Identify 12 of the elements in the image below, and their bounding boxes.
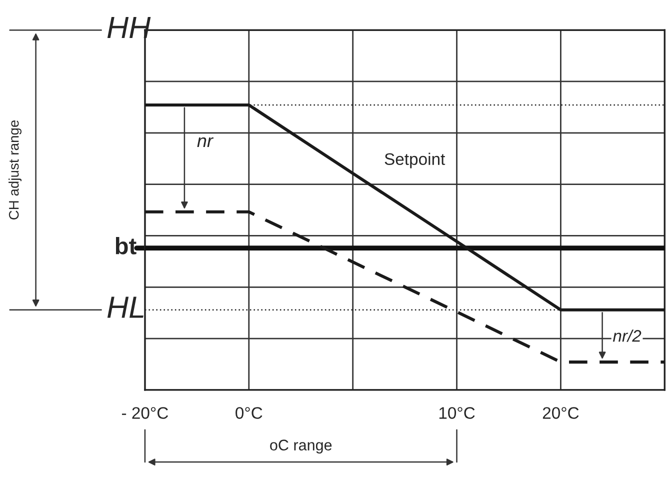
x-tick-label: 10°C (439, 407, 475, 419)
series-label: Setpoint (384, 152, 446, 168)
text: CH adjust range (8, 120, 22, 220)
x-tick-label: - 20°C (122, 407, 168, 419)
ref-line-label: HH (107, 16, 151, 38)
x-tick-label: 0°C (236, 407, 262, 419)
ref-line-label: bt (116, 237, 136, 254)
annotation: nr/2 (612, 330, 642, 342)
x-tick-label: 20°C (542, 407, 579, 419)
text: oC range (270, 440, 332, 454)
annotation: nr (197, 137, 214, 148)
ref-line-label: HL (107, 296, 144, 318)
